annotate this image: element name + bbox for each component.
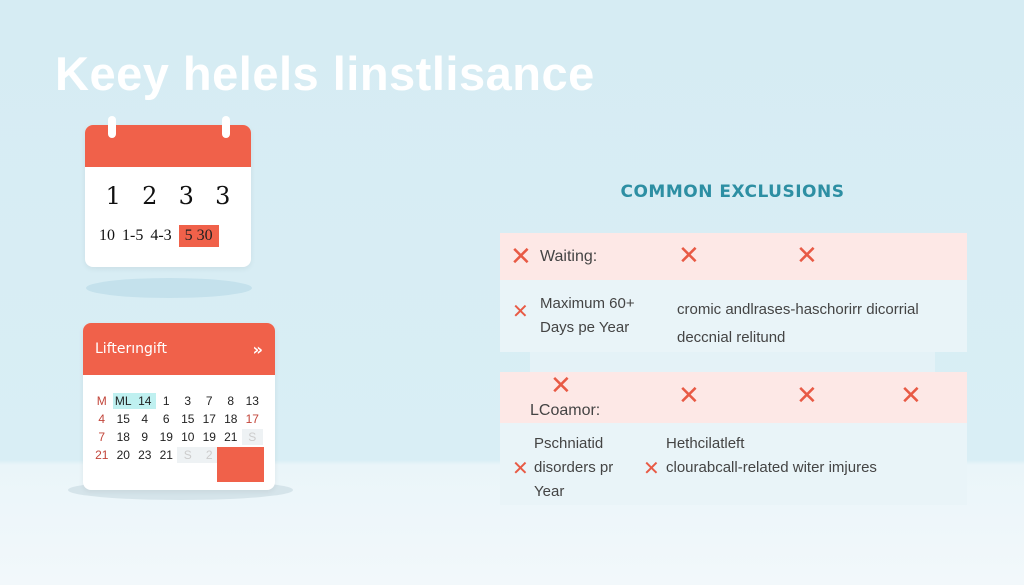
text: Pschniatid xyxy=(534,435,604,452)
calendar-day[interactable]: S xyxy=(241,429,263,445)
calendar-day[interactable]: ML xyxy=(112,393,134,409)
calendar-day[interactable]: 13 xyxy=(245,394,259,408)
num: 3 xyxy=(178,182,194,210)
calendar-day[interactable]: 1 xyxy=(162,394,170,408)
calendar-day[interactable]: M xyxy=(96,394,107,408)
text: cromic andlrases-haschorirr dicorrial xyxy=(677,301,919,318)
calendar-day[interactable]: 6 xyxy=(162,412,170,426)
calendar-day[interactable]: 7 xyxy=(98,430,106,444)
calendar-day[interactable]: 18 xyxy=(224,412,238,426)
row-lcoamor: ✕ ✕ ✕ ✕ LCoamor: xyxy=(500,372,967,423)
calendar-day[interactable]: S xyxy=(177,447,199,463)
text: Hethcilatleft xyxy=(666,435,745,452)
divider xyxy=(530,352,935,372)
row-maximum: ✕ Maximum 60+ Days pe Year cromic andlra… xyxy=(500,280,967,352)
num: 10 xyxy=(99,227,115,244)
x-icon: ✕ xyxy=(512,456,529,480)
highlight-block xyxy=(217,447,264,482)
x-icon: ✕ xyxy=(796,381,818,411)
calendar-day[interactable]: 17 xyxy=(202,412,216,426)
calendar-day[interactable]: 10 xyxy=(181,430,195,444)
x-icon: ✕ xyxy=(550,371,572,401)
calendar-ring-icon xyxy=(222,116,230,138)
next-icon[interactable]: » xyxy=(252,339,263,359)
text: clourabcall-related witer imjures xyxy=(666,459,877,476)
calendar-day[interactable]: 14 xyxy=(134,393,156,409)
calendar-day[interactable]: 3 xyxy=(184,394,192,408)
row-psychiatric: ✕ Pschniatid disorders pr Year Hethcilat… xyxy=(500,423,967,505)
x-icon: ✕ xyxy=(900,381,922,411)
calendar-day[interactable]: 21 xyxy=(95,448,109,462)
text: Year xyxy=(534,483,565,500)
calendar-top: 1 2 3 3 10 1-5 4-3 5 30 xyxy=(85,125,251,267)
calendar-day[interactable]: 4 xyxy=(141,412,149,426)
calendar-day[interactable]: 15 xyxy=(116,412,130,426)
text: Days pe Year xyxy=(540,319,630,336)
x-icon: ✕ xyxy=(678,241,700,271)
calendar-big-numbers: 1 2 3 3 xyxy=(85,182,251,210)
row-waiting: ✕ Waiting: ✕ ✕ xyxy=(500,233,967,280)
calendar-header: Lifterıngift » xyxy=(83,323,275,375)
calendar-day[interactable]: 21 xyxy=(159,448,173,462)
calendar-day[interactable]: 19 xyxy=(202,430,216,444)
num: 3 xyxy=(215,182,231,210)
calendar-ring-icon xyxy=(108,116,116,138)
calendar-bottom: Lifterıngift » M ML 14 1 3 7 8 13 4 15 4 6 15 17 18 17 7… xyxy=(83,323,275,490)
calendar-day[interactable]: 15 xyxy=(181,412,195,426)
num: 2 xyxy=(142,182,158,210)
exclusions-heading: COMMON EXCLUSIONS xyxy=(620,182,845,202)
calendar-day[interactable]: 21 xyxy=(224,430,238,444)
calendar-day[interactable]: 4 xyxy=(98,412,106,426)
highlight-date: 5 30 xyxy=(178,225,219,247)
x-icon: ✕ xyxy=(510,242,532,272)
text: Maximum 60+ xyxy=(540,295,635,312)
calendar-day[interactable]: 7 xyxy=(205,394,213,408)
x-icon: ✕ xyxy=(796,241,818,271)
calendar-day[interactable]: 19 xyxy=(159,430,173,444)
calendar-day[interactable]: 20 xyxy=(116,448,130,462)
calendar-day[interactable]: 9 xyxy=(141,430,149,444)
num: 1 xyxy=(105,182,121,210)
calendar-small-numbers: 10 1-5 4-3 5 30 xyxy=(99,225,219,247)
text: disorders pr xyxy=(534,459,614,476)
page-title: Keey helels linstlisance xyxy=(55,47,595,100)
calendar-day[interactable]: 23 xyxy=(138,448,152,462)
calendar-day[interactable]: 8 xyxy=(227,394,235,408)
calendar-title: Lifterıngift xyxy=(95,341,167,357)
x-icon: ✕ xyxy=(678,381,700,411)
calendar-day[interactable]: 2 xyxy=(198,447,220,463)
row-label: Waiting: xyxy=(540,248,598,265)
num: 4-3 xyxy=(150,227,172,244)
text: deccnial relitund xyxy=(677,329,786,346)
row-label: LCoamor: xyxy=(530,402,601,419)
shadow xyxy=(86,278,252,298)
calendar-grid: M ML 14 1 3 7 8 13 4 15 4 6 15 17 18 17 7 18 9 19 10 19 21 S 21 2… xyxy=(91,393,263,463)
calendar-day[interactable]: 17 xyxy=(245,412,259,426)
num: 1-5 xyxy=(122,227,144,244)
x-icon: ✕ xyxy=(512,299,529,323)
calendar-day[interactable]: 18 xyxy=(116,430,130,444)
x-icon: ✕ xyxy=(643,456,660,480)
